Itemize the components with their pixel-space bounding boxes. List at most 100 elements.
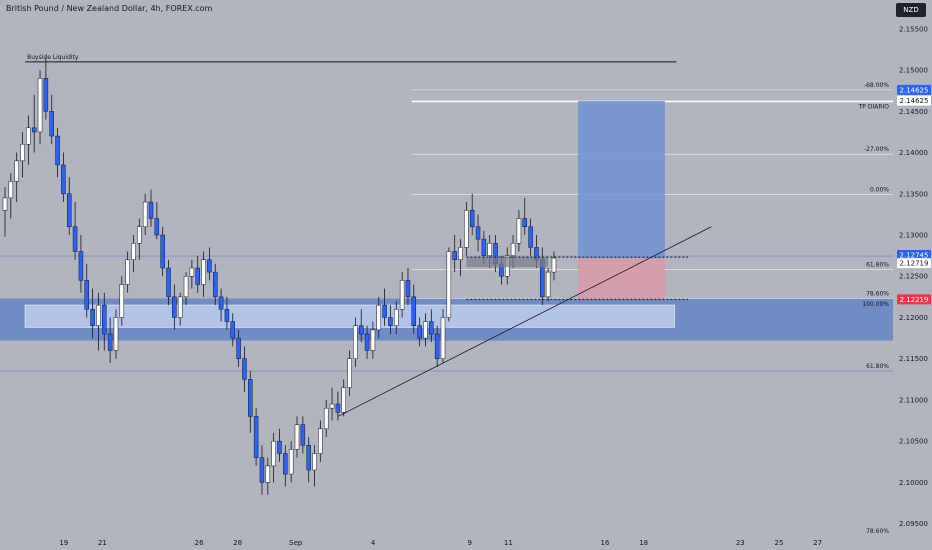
candle-body [119, 284, 125, 318]
candle [166, 259, 171, 306]
candle [423, 313, 428, 347]
candle-body [37, 78, 43, 133]
zones-layer [0, 298, 893, 341]
candle-body [131, 243, 136, 261]
fib-price-tag-text: 2.14625 [900, 86, 929, 94]
candle [137, 218, 142, 260]
currency-badge[interactable]: NZD [896, 3, 926, 17]
candle-body [312, 453, 317, 471]
inner-zone [24, 304, 675, 328]
candle-body [102, 304, 107, 335]
candle-body [469, 210, 475, 228]
candle [464, 202, 469, 256]
candle [248, 371, 253, 433]
candle [107, 317, 113, 363]
candle [212, 263, 218, 306]
candle-body [417, 325, 422, 339]
candle-body [230, 321, 236, 339]
fib-label: 0.00% [870, 187, 889, 194]
candle [440, 309, 446, 363]
candle [2, 187, 8, 237]
candle-body [253, 416, 259, 458]
candle-body [265, 465, 271, 483]
fib-label: 100.00% [862, 301, 889, 308]
candle-body [411, 296, 417, 326]
candle [37, 70, 43, 145]
candle-body [551, 257, 557, 273]
candle [469, 193, 475, 236]
candle-body [405, 280, 411, 298]
candle-body [20, 144, 25, 162]
candle-body [429, 321, 434, 335]
candle [516, 210, 522, 252]
candle [236, 329, 241, 367]
candle-body [335, 403, 341, 413]
candle [376, 296, 382, 339]
candle-body [283, 453, 288, 475]
candle-body [446, 251, 452, 318]
candle [283, 445, 288, 487]
last-price-text: 2.12745 [900, 252, 929, 260]
candle [84, 263, 90, 318]
fib-label: 78.60% [866, 291, 889, 298]
candle-body [458, 247, 463, 261]
candle-body [2, 197, 8, 211]
candle [172, 284, 177, 330]
candle [364, 325, 370, 359]
fib-label: -27.00% [864, 146, 889, 153]
candle [358, 309, 364, 343]
candle [545, 268, 551, 301]
candle [43, 57, 49, 120]
candle-body [370, 329, 376, 351]
fib-label: -68.00% [864, 82, 889, 89]
candle [195, 255, 200, 293]
candle [399, 272, 405, 318]
candle [207, 247, 212, 281]
candle [224, 296, 230, 330]
candle [323, 399, 329, 438]
y-tick-label: 2.12000 [899, 314, 928, 322]
candle-body [154, 218, 160, 236]
candle [429, 309, 434, 343]
candle [177, 292, 183, 326]
candle [306, 437, 311, 483]
candle [78, 235, 84, 293]
candle [347, 350, 352, 396]
candle [66, 177, 72, 236]
candle-body [347, 358, 352, 388]
y-tick-label: 2.11500 [899, 355, 928, 363]
candle [160, 226, 165, 277]
x-tick-label: 26 [195, 539, 204, 547]
candle-body [177, 296, 183, 318]
candle-body [49, 111, 54, 137]
candle [475, 214, 481, 252]
candle [8, 173, 14, 219]
candle [446, 247, 452, 322]
candle [142, 193, 148, 236]
candle [452, 235, 457, 273]
candle [528, 218, 533, 256]
candle-body [464, 210, 469, 248]
y-tick-label: 2.15500 [899, 25, 928, 33]
candle-body [212, 271, 218, 298]
position-stop-zone [577, 258, 665, 300]
x-tick-label: 27 [813, 539, 822, 547]
tp-price-tag-text: 2.14625 [900, 97, 929, 105]
candle-body [148, 201, 154, 219]
x-tick-label: Sep [289, 539, 303, 547]
candle [26, 115, 31, 165]
candle [113, 309, 119, 359]
y-tick-label: 2.13000 [899, 232, 928, 240]
candle-body [96, 304, 101, 326]
candle-body [434, 333, 440, 359]
long-position-tool[interactable] [577, 101, 665, 300]
candle [551, 251, 557, 281]
x-tick-label: 28 [233, 539, 242, 547]
tp-price-tag-bg [897, 95, 931, 106]
candle-body [288, 449, 294, 475]
candle-body [277, 440, 282, 454]
candle [434, 325, 440, 367]
y-tick-label: 2.15000 [899, 67, 928, 75]
candle-body [236, 337, 241, 359]
